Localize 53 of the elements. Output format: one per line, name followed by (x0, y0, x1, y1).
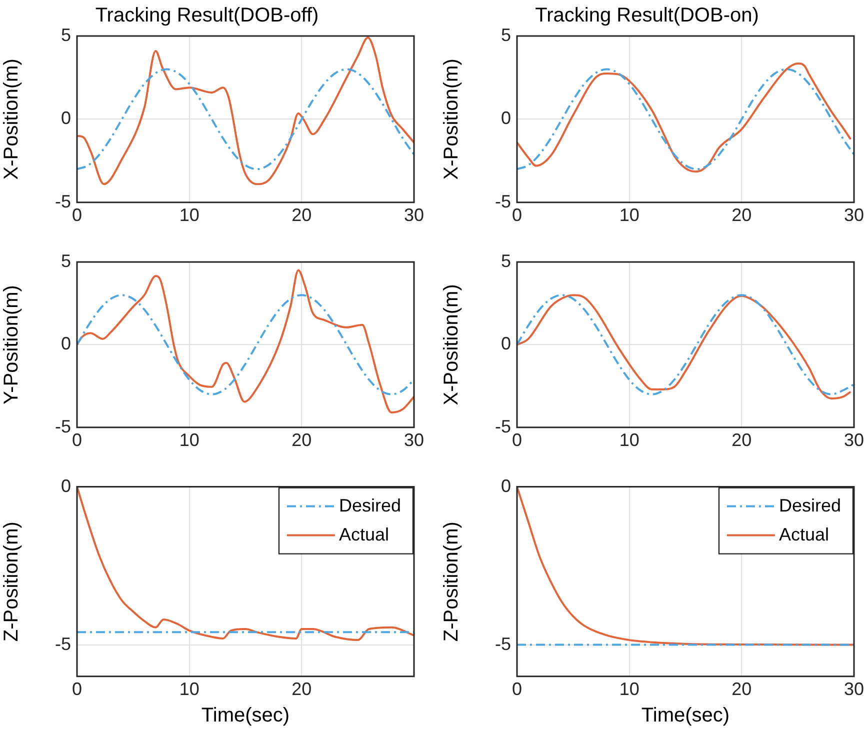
x-tick-label: 20 (292, 205, 312, 226)
line-series (77, 36, 414, 186)
y-tick-label: -5 (494, 634, 511, 654)
y-axis-title: Z-Position(m) (0, 522, 23, 642)
y-tick-label: 0 (500, 108, 511, 128)
y-tick-label: -5 (54, 191, 71, 212)
chart-title: Tracking Result(DOB-on) (535, 4, 759, 27)
x-tick-label: 20 (732, 679, 752, 700)
y-tick-label: 5 (60, 24, 71, 45)
y-tick-label: 0 (60, 476, 71, 496)
legend-label: Desired (338, 495, 402, 516)
y-tick-label: 5 (60, 250, 71, 271)
x-tick-label: 20 (292, 679, 312, 700)
legend-label: Actual (778, 524, 830, 544)
y-tick-label: -5 (54, 634, 71, 654)
x-tick-label: 10 (179, 430, 200, 450)
x-tick-label: 20 (732, 205, 752, 226)
line-series (77, 486, 414, 642)
y-axis-title: X-Position(m) (440, 284, 463, 406)
line-series (77, 294, 414, 396)
x-tick-label: 30 (844, 679, 864, 700)
x-tick-label: 30 (844, 430, 864, 450)
y-tick-label: 5 (500, 250, 511, 271)
y-tick-label: 0 (60, 334, 71, 354)
y-axis-title: Z-Position(m) (440, 522, 463, 642)
line-series (77, 269, 414, 414)
x-tick-label: 10 (619, 679, 640, 700)
x-tick-label: 10 (179, 205, 200, 226)
x-axis-title: Time(sec) (641, 704, 730, 727)
x-tick-label: 30 (404, 205, 424, 226)
y-tick-label: 0 (500, 476, 511, 496)
line-series (77, 68, 414, 170)
chart-title: Tracking Result(DOB-off) (95, 4, 319, 27)
x-tick-label: 20 (732, 430, 752, 450)
y-tick-label: 5 (500, 24, 511, 45)
y-tick-label: -5 (54, 416, 71, 436)
x-tick-label: 30 (844, 205, 864, 226)
x-tick-label: 20 (292, 430, 312, 450)
y-tick-label: 0 (60, 108, 71, 128)
y-axis-title: X-Position(m) (440, 58, 463, 180)
legend-label: Desired (778, 495, 842, 516)
y-tick-label: 0 (500, 334, 511, 354)
y-axis-title: X-Position(m) (0, 58, 23, 180)
line-series (517, 486, 854, 646)
y-tick-label: -5 (494, 191, 511, 212)
x-axis-title: Time(sec) (201, 704, 290, 727)
legend-label: Actual (338, 524, 390, 544)
y-tick-label: -5 (494, 416, 511, 436)
x-tick-label: 10 (619, 205, 640, 226)
x-tick-label: 10 (619, 430, 640, 450)
x-tick-label: 30 (404, 430, 424, 450)
y-axis-title: Y-Position(m) (0, 285, 23, 404)
x-tick-label: 10 (179, 679, 200, 700)
